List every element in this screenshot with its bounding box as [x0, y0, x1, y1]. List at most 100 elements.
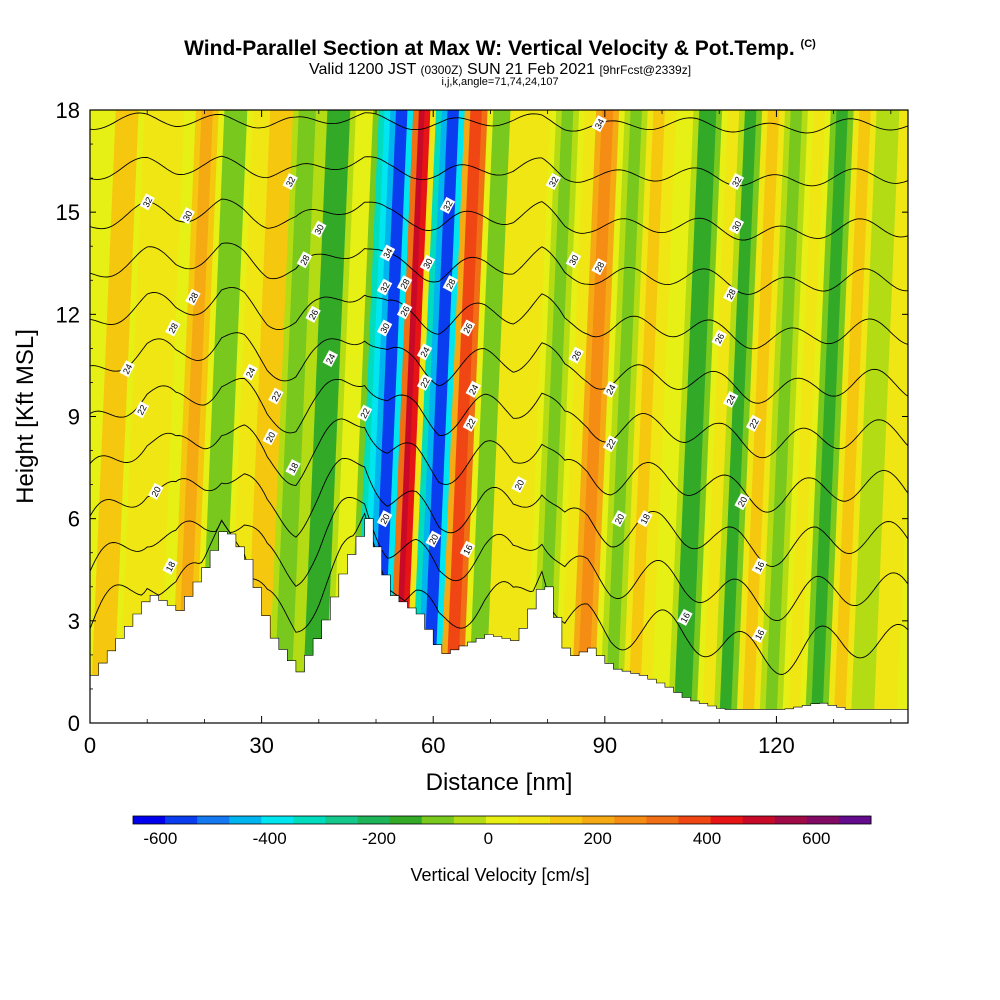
contour-label-bg [133, 401, 150, 419]
velocity-band [107, 110, 140, 723]
velocity-band [324, 110, 357, 723]
colorbar-label: Vertical Velocity [cm/s] [410, 865, 589, 885]
contour-label-text: 18 [164, 560, 178, 574]
contour-label-bg [591, 115, 607, 133]
velocity-band [839, 110, 872, 723]
contour-label-bg [425, 530, 441, 548]
velocity-band [290, 110, 323, 723]
velocity-band [112, 110, 145, 723]
terrain-mask [90, 518, 908, 723]
velocity-band [147, 110, 180, 723]
velocity-band [873, 110, 906, 723]
isentrope-line [90, 377, 908, 459]
contour-label: 30 [565, 251, 582, 269]
section-params: i,j,k,angle=71,74,24,107 [441, 76, 559, 88]
contour-label-text: 28 [167, 321, 181, 335]
velocity-band [667, 110, 700, 723]
velocity-band [141, 110, 174, 723]
contour-label: 24 [465, 380, 482, 398]
contour-label-text: 32 [547, 175, 561, 189]
velocity-band [782, 110, 815, 723]
contour-label-bg [139, 193, 155, 211]
colorbar: -600 -400 -200 0 200 400 600 Vertical Velocity … [132, 815, 872, 885]
velocity-band [416, 110, 449, 723]
velocity-band [833, 110, 866, 723]
contour-label: 24 [416, 343, 433, 361]
contour-label-bg [376, 319, 393, 337]
contour-label-bg [677, 608, 693, 626]
velocity-band [438, 110, 471, 723]
contour-label-bg [751, 625, 768, 644]
colorbar-frame [132, 815, 872, 825]
velocity-band [742, 110, 775, 723]
velocity-band [530, 110, 563, 723]
velocity-band [444, 110, 477, 723]
contour-label: 26 [568, 346, 584, 364]
contour-label: 16 [677, 608, 693, 626]
terrain-shape [90, 518, 908, 723]
contour-label-bg [296, 251, 313, 269]
contour-label: 30 [311, 220, 327, 238]
velocity-band [890, 314, 908, 723]
contour-label-text: 22 [464, 417, 478, 431]
contour-label-bg [722, 285, 739, 303]
velocity-band [421, 110, 454, 723]
contour-label-text: 16 [679, 611, 693, 625]
contour-label: 16 [751, 625, 768, 644]
contour-label-text: 22 [747, 417, 761, 431]
contour-label-text: 26 [307, 308, 321, 322]
contour-label: 28 [185, 288, 201, 306]
x-tick-label: 60 [421, 733, 445, 758]
contour-label-text: 26 [461, 321, 475, 335]
contour-label-text: 32 [730, 175, 744, 189]
contour-label-bg [611, 510, 627, 528]
velocity-band [181, 110, 214, 723]
velocity-band [250, 110, 283, 723]
contour-label-text: 18 [287, 461, 301, 475]
contour-label: 20 [734, 493, 750, 511]
contour-label-text: 22 [418, 376, 432, 390]
colorbar-swatch [325, 816, 359, 824]
contour-label: 20 [511, 476, 527, 494]
colorbar-swatch [133, 816, 166, 824]
contour-label-bg [459, 540, 476, 558]
contour-label-text: 26 [713, 332, 727, 346]
velocity-band [192, 110, 226, 723]
contour-label: 20 [148, 482, 164, 500]
contour-label-text: 22 [135, 403, 149, 417]
velocity-field [90, 110, 908, 723]
velocity-band [587, 110, 620, 723]
contour-label-bg [322, 350, 339, 368]
contour-label: 28 [165, 319, 181, 337]
velocity-band [816, 110, 849, 723]
velocity-band [255, 110, 288, 723]
contour-label: 28 [442, 275, 459, 293]
contour-label: 20 [376, 510, 393, 528]
y-tick-label: 15 [56, 200, 80, 225]
contour-label: 22 [745, 414, 762, 432]
contour-label-bg [285, 459, 301, 477]
velocity-band [95, 110, 128, 723]
contour-label: 24 [722, 390, 739, 409]
contour-label: 22 [602, 435, 619, 453]
isentrope-line [90, 242, 908, 295]
contour-label-bg [376, 278, 393, 296]
contour-label: 16 [751, 557, 768, 575]
colorbar-tick-label: -200 [362, 829, 396, 848]
contour-label: 22 [133, 401, 150, 419]
velocity-band [787, 110, 820, 723]
velocity-band [879, 110, 908, 723]
contour-label: 22 [356, 404, 373, 422]
velocity-band [633, 110, 666, 723]
velocity-band [433, 110, 466, 723]
velocity-band [621, 110, 655, 723]
contour-label-bg [734, 493, 750, 511]
contour-label: 20 [262, 428, 278, 446]
colorbar-swatch [774, 816, 808, 824]
contour-label: 26 [711, 329, 727, 347]
isentrope-line [90, 332, 908, 404]
x-tick-label: 30 [249, 733, 273, 758]
velocity-band [467, 110, 500, 723]
contour-label: 24 [322, 350, 339, 368]
